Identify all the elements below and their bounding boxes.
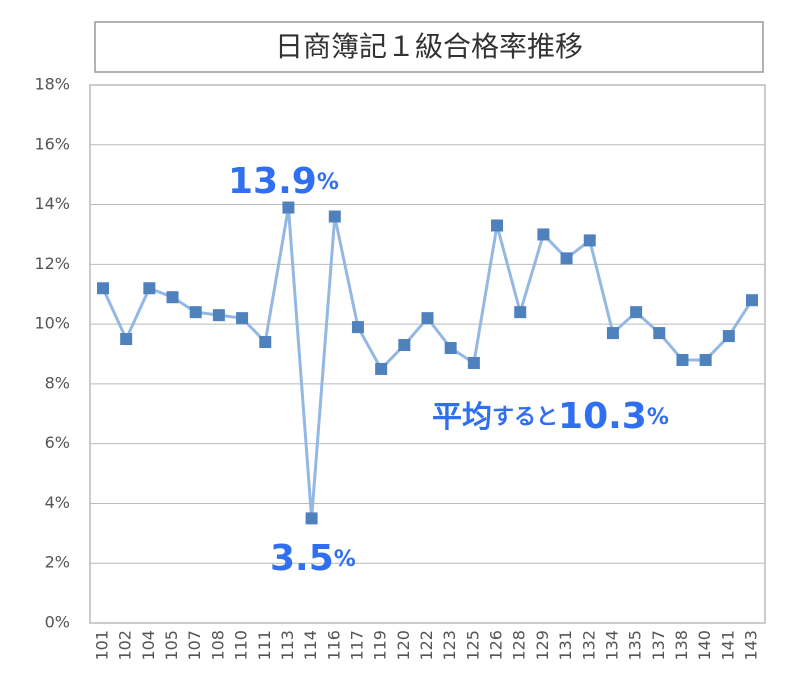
x-tick-label: 119 bbox=[371, 630, 390, 661]
x-tick-label: 116 bbox=[324, 630, 343, 661]
y-tick-label: 0% bbox=[45, 613, 70, 632]
x-tick-label: 143 bbox=[742, 630, 761, 661]
x-tick-label: 102 bbox=[116, 630, 135, 661]
x-tick-label: 126 bbox=[487, 630, 506, 661]
annotation: 13.9% bbox=[228, 161, 339, 202]
x-tick-label: 101 bbox=[93, 630, 112, 661]
x-tick-label: 134 bbox=[602, 630, 621, 661]
data-point bbox=[212, 309, 225, 322]
data-point bbox=[189, 306, 202, 319]
x-tick-label: 141 bbox=[718, 630, 737, 661]
y-tick-label: 8% bbox=[45, 373, 70, 392]
data-point bbox=[351, 321, 364, 334]
data-point bbox=[722, 330, 735, 343]
data-point bbox=[143, 282, 156, 295]
x-tick-label: 138 bbox=[672, 630, 691, 661]
y-tick-label: 4% bbox=[45, 493, 70, 512]
annotation-part: 平均 bbox=[432, 400, 492, 435]
annotation: 平均すると10.3% bbox=[432, 396, 669, 437]
x-tick-label: 114 bbox=[301, 630, 320, 661]
x-tick-label: 113 bbox=[278, 630, 297, 661]
y-tick-label: 12% bbox=[34, 254, 70, 273]
title-box bbox=[94, 21, 764, 73]
annotation-part: % bbox=[317, 170, 339, 195]
data-point bbox=[97, 282, 109, 295]
annotation-part: すると bbox=[492, 405, 558, 430]
plot-area bbox=[89, 84, 766, 624]
y-tick-label: 6% bbox=[45, 433, 70, 452]
x-tick-label: 123 bbox=[440, 630, 459, 661]
x-tick-label: 131 bbox=[556, 630, 575, 661]
x-tick-label: 140 bbox=[695, 630, 714, 661]
data-point bbox=[653, 327, 666, 340]
x-tick-label: 107 bbox=[185, 630, 204, 661]
data-point bbox=[120, 333, 133, 346]
data-point bbox=[282, 201, 295, 214]
x-tick-label: 105 bbox=[162, 630, 181, 661]
y-tick-label: 2% bbox=[45, 553, 70, 572]
data-point bbox=[166, 291, 179, 304]
x-tick-label: 135 bbox=[626, 630, 645, 661]
data-point bbox=[491, 219, 504, 232]
data-point bbox=[259, 336, 272, 349]
y-tick-label: 10% bbox=[34, 314, 70, 333]
annotation-part: 10.3 bbox=[558, 396, 647, 437]
data-point bbox=[537, 228, 550, 241]
data-point bbox=[444, 342, 457, 355]
x-tick-label: 132 bbox=[579, 630, 598, 661]
x-tick-label: 137 bbox=[649, 630, 668, 661]
x-tick-label: 110 bbox=[232, 630, 251, 661]
data-point bbox=[630, 306, 643, 319]
data-point bbox=[514, 306, 527, 319]
x-tick-label: 129 bbox=[533, 630, 552, 661]
x-tick-label: 125 bbox=[463, 630, 482, 661]
x-tick-label: 120 bbox=[394, 630, 413, 661]
annotation-part: % bbox=[334, 547, 356, 572]
x-tick-label: 122 bbox=[417, 630, 436, 661]
chart-title: 日商簿記１級合格率推移 bbox=[275, 30, 583, 63]
y-tick-label: 16% bbox=[34, 134, 70, 153]
data-point bbox=[421, 312, 434, 325]
x-tick-label: 108 bbox=[208, 630, 227, 661]
data-point bbox=[560, 252, 573, 265]
data-point bbox=[699, 353, 712, 366]
data-point bbox=[606, 327, 619, 340]
x-tick-label: 104 bbox=[139, 630, 158, 661]
y-tick-label: 14% bbox=[34, 194, 70, 213]
x-tick-label: 111 bbox=[255, 630, 274, 661]
data-point bbox=[676, 353, 689, 366]
annotation-part: 3.5 bbox=[270, 538, 334, 579]
x-tick-label: 128 bbox=[510, 630, 529, 661]
x-tick-label: 117 bbox=[347, 630, 366, 661]
annotation-part: 13.9 bbox=[228, 161, 317, 202]
data-point bbox=[236, 312, 249, 325]
data-point bbox=[305, 512, 318, 525]
data-point bbox=[375, 362, 388, 375]
annotation-part: % bbox=[647, 405, 669, 430]
data-point bbox=[398, 339, 411, 352]
annotation: 3.5% bbox=[270, 538, 356, 579]
data-point bbox=[583, 234, 596, 247]
data-point bbox=[328, 210, 341, 223]
data-point bbox=[467, 356, 480, 369]
data-point bbox=[746, 294, 758, 307]
y-tick-label: 18% bbox=[34, 75, 70, 94]
